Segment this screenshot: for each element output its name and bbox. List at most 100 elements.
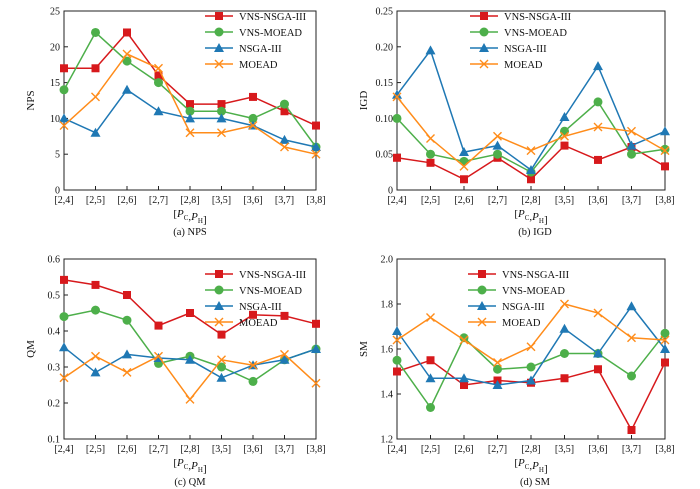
data-point — [493, 364, 502, 374]
x-tick-label: [3,8] — [655, 195, 674, 206]
legend-label: NSGA-III — [504, 44, 547, 55]
data-point — [59, 312, 69, 322]
x-tick-label: [2,5] — [86, 195, 105, 206]
legend-label: MOEAD — [502, 318, 541, 329]
data-point — [154, 63, 163, 73]
data-point — [122, 84, 132, 94]
data-point — [493, 131, 502, 141]
y-tick-label: 1.4 — [381, 390, 394, 401]
x-tick-label: [3,7] — [275, 195, 294, 206]
series-nsga-iii — [392, 45, 670, 174]
data-point — [91, 27, 100, 37]
data-point — [248, 121, 258, 131]
data-point — [560, 349, 569, 358]
data-point — [122, 367, 132, 377]
data-point — [280, 142, 289, 152]
series-vns-moead — [59, 27, 321, 152]
y-tick-label: 0.25 — [376, 7, 394, 18]
x-tick-label: [2,4] — [387, 444, 406, 455]
data-point — [312, 319, 320, 328]
x-tick-label: [2,4] — [54, 444, 73, 455]
x-tick-label: [2,7] — [149, 195, 168, 206]
data-point — [392, 326, 402, 335]
x-tick-label: [2,6] — [454, 444, 473, 455]
x-tick-label: [3,8] — [306, 195, 325, 206]
data-point — [626, 301, 637, 311]
data-point — [426, 403, 435, 412]
data-point — [185, 394, 195, 404]
legend-marker — [477, 301, 487, 310]
legend-marker — [477, 285, 487, 295]
data-point — [426, 356, 435, 365]
panel-caption: (c) QM — [174, 477, 206, 488]
data-point — [660, 344, 670, 353]
y-tick-label: 0.2 — [48, 399, 61, 410]
data-point — [311, 378, 321, 388]
data-point — [122, 49, 132, 59]
series-moead — [392, 92, 670, 171]
data-point — [627, 149, 636, 159]
legend: VNS-NSGA-III VNS-MOEAD NSGA-III MOEAD — [205, 12, 307, 71]
y-axis-label: SM — [358, 341, 370, 357]
x-tick-label: [3,8] — [306, 444, 325, 455]
data-point — [91, 280, 100, 289]
data-point — [91, 351, 100, 361]
data-point — [560, 374, 569, 383]
y-tick-label: 2.0 — [381, 255, 394, 266]
legend-label: MOEAD — [239, 60, 278, 71]
chart-panel-nps: 0 5 10 15 20 25 [2,4] [2,5] [2,6] [2,7] [2,8] [3,5]… — [25, 7, 326, 239]
data-point — [122, 349, 132, 359]
x-tick-label: [3,8] — [655, 444, 674, 455]
series-nsga-iii — [59, 342, 321, 382]
y-tick-label: 0.1 — [48, 435, 61, 446]
data-point — [660, 328, 670, 338]
data-point — [249, 92, 257, 101]
legend-label: VNS-NSGA-III — [502, 270, 570, 281]
x-axis-label: [PC,PH] — [514, 208, 547, 226]
y-tick-label: 0.3 — [48, 363, 61, 374]
x-tick-label: [2,8] — [180, 444, 199, 455]
x-tick-label: [2,8] — [521, 195, 540, 206]
data-point — [393, 153, 401, 162]
data-point — [90, 367, 101, 377]
data-point — [627, 371, 636, 381]
series-line — [396, 100, 666, 174]
data-point — [493, 149, 502, 159]
data-point — [560, 126, 569, 136]
y-tick-label: 1.2 — [381, 435, 394, 446]
data-point — [122, 315, 132, 325]
y-axis-label: NPS — [25, 90, 37, 110]
data-point — [426, 133, 435, 143]
data-point — [311, 344, 321, 353]
legend-label: VNS-MOEAD — [504, 28, 567, 39]
data-point — [593, 308, 603, 318]
y-axis-label: QM — [25, 340, 37, 358]
legend-label: VNS-MOEAD — [239, 286, 302, 297]
x-tick-label: [2,6] — [117, 195, 136, 206]
data-point — [280, 311, 289, 320]
data-point — [186, 100, 194, 109]
data-point — [59, 373, 69, 383]
legend-marker — [214, 317, 224, 327]
x-tick-label: [3,6] — [243, 444, 262, 455]
x-tick-label: [2,8] — [521, 444, 540, 455]
legend-label: VNS-MOEAD — [502, 286, 565, 297]
legend-marker — [214, 27, 224, 37]
legend-label: VNS-NSGA-III — [239, 12, 307, 23]
data-point — [660, 146, 670, 156]
legend: VNS-NSGA-III VNS-MOEAD NSGA-III MOEAD — [468, 270, 570, 329]
data-point — [248, 376, 258, 386]
legend-label: VNS-NSGA-III — [504, 12, 572, 23]
x-tick-label: [2,5] — [421, 444, 440, 455]
panel-caption: (d) SM — [520, 477, 551, 488]
data-point — [279, 134, 290, 144]
data-point — [90, 127, 101, 137]
data-point — [593, 61, 603, 71]
x-tick-label: [2,7] — [488, 195, 507, 206]
x-tick-label: [3,7] — [622, 195, 641, 206]
data-point — [593, 97, 603, 107]
data-point — [526, 342, 536, 352]
data-point — [185, 128, 195, 138]
data-point — [216, 372, 227, 382]
panel-caption: (b) IGD — [518, 227, 552, 238]
